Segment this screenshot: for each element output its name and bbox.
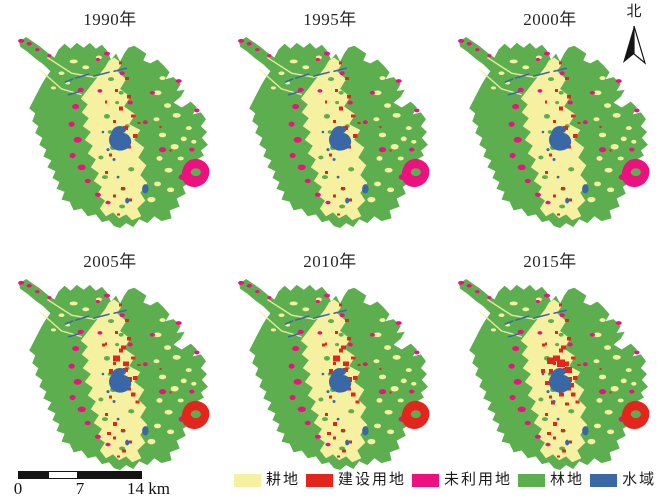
north-arrow-icon — [623, 25, 647, 65]
map-panel-1995: 1995年 — [220, 8, 440, 246]
land-use-map-2005 — [9, 276, 211, 472]
legend-item-unused: 未利用地 — [412, 473, 512, 488]
map-title-2005: 2005年 — [83, 252, 137, 271]
north-indicator: 北 — [612, 3, 656, 65]
map-title-1990: 1990年 — [83, 10, 137, 29]
legend-label-unused: 未利用地 — [444, 472, 513, 488]
legend-item-construction: 建设用地 — [306, 473, 406, 488]
legend-swatch-construction — [306, 474, 334, 487]
land-use-map-1990 — [9, 34, 211, 230]
north-label: 北 — [626, 4, 642, 20]
legend-item-forest: 林地 — [518, 473, 584, 488]
scale-tick-14km: 14 km — [127, 479, 170, 498]
legend-swatch-unused — [412, 474, 440, 487]
map-title-2015: 2015年 — [523, 252, 577, 271]
legend-label-construction: 建设用地 — [338, 472, 407, 488]
legend-item-cultivated: 耕地 — [234, 473, 300, 488]
map-title-2000: 2000年 — [523, 10, 577, 29]
scale-bar-bar — [18, 471, 142, 479]
scale-bar-labels: 0 7 14 km — [14, 479, 170, 501]
map-panel-1990: 1990年 — [0, 8, 220, 246]
map-panel-2000: 2000年 — [440, 8, 660, 246]
map-panel-2010: 2010年 — [220, 250, 440, 488]
map-title-1995: 1995年 — [303, 10, 357, 29]
legend-swatch-cultivated — [234, 474, 261, 487]
scale-bar: 0 7 14 km — [14, 471, 170, 501]
scale-tick-0: 0 — [13, 479, 23, 498]
legend-item-water: 水域 — [590, 473, 656, 488]
land-use-map-1995 — [229, 34, 431, 230]
legend-swatch-water — [590, 474, 618, 487]
map-panel-2015: 2015年 — [440, 250, 660, 488]
map-title-2010: 2010年 — [303, 252, 357, 271]
legend-label-cultivated: 耕地 — [266, 472, 301, 488]
land-use-map-2015 — [449, 276, 651, 472]
legend: 耕地 建设用地 未利用地 林地 水域 — [234, 473, 656, 488]
legend-swatch-forest — [518, 474, 546, 487]
legend-label-water: 水域 — [622, 472, 657, 488]
map-panel-2005: 2005年 — [0, 250, 220, 488]
scale-tick-7: 7 — [75, 479, 85, 498]
land-use-map-2010 — [229, 276, 431, 472]
legend-label-forest: 林地 — [550, 472, 585, 488]
